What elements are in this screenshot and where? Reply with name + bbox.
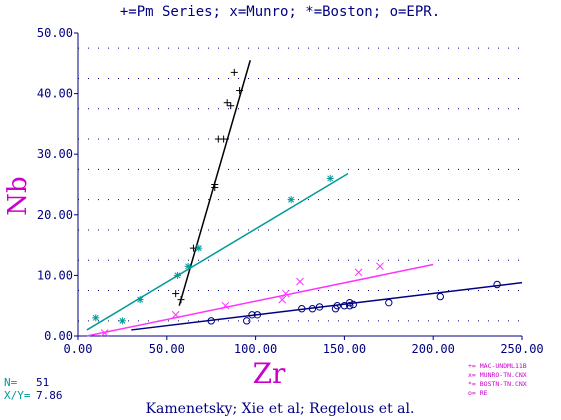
point-plus: [177, 296, 185, 304]
x-axis-label: Zr: [253, 357, 286, 390]
x-tick-label: 150.00: [323, 342, 366, 356]
point-circle: [253, 311, 262, 319]
point-cross: [354, 268, 363, 277]
point-cross: [171, 310, 180, 319]
y-tick-label: 0.00: [44, 329, 73, 343]
y-axis-label: Nb: [3, 176, 33, 215]
fit-line-asterisk: [86, 172, 349, 331]
point-circle: [315, 303, 324, 311]
point-asterisk: [195, 244, 203, 252]
point-circle: [340, 302, 349, 310]
fit-line-circle: [131, 281, 523, 331]
y-tick-labels: 0.00 10.00 20.00 30.00 40.00 50.00: [37, 26, 78, 343]
point-plus: [220, 135, 228, 143]
y-tick-label: 20.00: [37, 208, 73, 222]
x-tick-labels: 0.00 50.00 100.00 150.00 200.00 250.00: [64, 336, 544, 356]
chart-title: +=Pm Series; x=Munro; *=Boston; o=EPR.: [120, 4, 440, 20]
y-tick-label: 50.00: [37, 26, 73, 40]
x-tick-label: 0.00: [64, 342, 93, 356]
point-plus: [172, 290, 180, 298]
point-circle: [207, 317, 215, 325]
point-plus: [230, 68, 238, 76]
xy-value: 7.86: [36, 389, 63, 402]
point-asterisk: [184, 262, 192, 270]
point-circle: [243, 317, 251, 325]
n-label: N=: [4, 376, 18, 389]
point-asterisk: [173, 271, 181, 279]
point-circle: [385, 298, 393, 307]
point-plus: [223, 99, 231, 107]
point-plus: [227, 102, 235, 110]
point-circle: [248, 311, 256, 319]
point-plus: [236, 87, 244, 95]
point-asterisk: [136, 296, 144, 304]
y-tick-label: 30.00: [37, 147, 73, 161]
point-asterisk: [287, 196, 295, 204]
legend-entry: o= RE: [468, 389, 488, 397]
grid: [78, 47, 522, 322]
point-cross: [100, 329, 109, 337]
point-asterisk: [92, 314, 100, 322]
point-circle: [346, 302, 354, 310]
x-tick-label: 50.00: [149, 342, 185, 356]
point-circle: [436, 292, 445, 301]
point-cross: [296, 277, 304, 286]
point-circle: [493, 280, 501, 289]
point-cross: [278, 295, 287, 304]
legend-entry: *= BOSTN-TN.CNX: [468, 380, 527, 388]
point-asterisk: [118, 317, 126, 325]
data-points: [92, 68, 501, 337]
n-value: 51: [36, 376, 49, 389]
x-tick-label: 200.00: [412, 342, 455, 356]
point-circle: [333, 302, 341, 310]
point-cross: [281, 289, 290, 298]
point-circle: [298, 305, 306, 313]
point-circle: [349, 300, 357, 309]
footer-citation: Kamenetsky; Xie et al; Regelous et al.: [146, 401, 415, 417]
x-tick-label: 250.00: [500, 342, 543, 356]
point-cross: [376, 262, 384, 271]
regression-lines: [86, 60, 523, 337]
point-asterisk: [326, 174, 334, 182]
point-plus: [211, 181, 219, 188]
point-cross: [221, 301, 230, 310]
legend-entry: x= MUNRO-TN.CNX: [468, 371, 527, 379]
xy-label: X/Y=: [4, 389, 31, 402]
point-circle: [308, 305, 317, 313]
fit-line-cross: [86, 263, 434, 337]
y-tick-label: 40.00: [37, 87, 73, 101]
legend-entry: += MAC-UNDML11B: [468, 362, 527, 370]
x-tick-label: 100.00: [234, 342, 277, 356]
y-tick-label: 10.00: [37, 268, 73, 282]
point-circle: [346, 298, 354, 307]
